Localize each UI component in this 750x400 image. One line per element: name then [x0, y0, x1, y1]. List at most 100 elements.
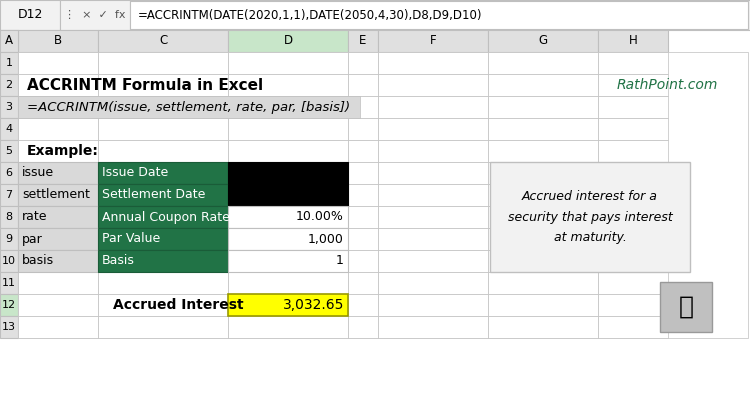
Bar: [98, 30, 228, 52]
Bar: [0, 316, 18, 338]
Bar: [598, 118, 668, 140]
Text: 7: 7: [5, 190, 13, 200]
Bar: [228, 316, 348, 338]
Bar: [488, 140, 598, 162]
Bar: [98, 294, 228, 316]
Bar: [598, 96, 668, 118]
Bar: [98, 184, 228, 206]
Bar: [348, 118, 378, 140]
Bar: [228, 118, 348, 140]
Bar: [228, 250, 348, 272]
Bar: [18, 74, 98, 96]
Bar: [0, 140, 18, 162]
Text: C: C: [159, 34, 167, 48]
Bar: [598, 316, 668, 338]
Bar: [378, 228, 488, 250]
Bar: [18, 294, 98, 316]
Bar: [348, 74, 378, 96]
Bar: [228, 184, 348, 206]
Bar: [488, 206, 598, 228]
Bar: [598, 228, 668, 250]
Bar: [348, 316, 378, 338]
Bar: [378, 272, 488, 294]
Text: settlement: settlement: [22, 188, 90, 202]
Bar: [488, 272, 598, 294]
Bar: [228, 294, 348, 316]
Bar: [0, 0, 750, 30]
Text: 10.00%: 10.00%: [296, 210, 344, 224]
Text: 2: 2: [5, 80, 13, 90]
Bar: [488, 118, 598, 140]
Bar: [378, 250, 488, 272]
Text: 👤: 👤: [679, 295, 694, 319]
Bar: [348, 184, 378, 206]
Bar: [598, 294, 668, 316]
Text: B: B: [54, 34, 62, 48]
Bar: [18, 184, 98, 206]
Text: par: par: [22, 232, 43, 246]
Bar: [98, 74, 228, 96]
Text: Issue Date: Issue Date: [102, 166, 168, 180]
Bar: [378, 118, 488, 140]
Bar: [488, 228, 598, 250]
Bar: [348, 250, 378, 272]
Bar: [488, 250, 598, 272]
Bar: [0, 30, 18, 52]
Bar: [598, 184, 668, 206]
Bar: [18, 140, 98, 162]
Bar: [378, 206, 488, 228]
Bar: [598, 140, 668, 162]
Bar: [488, 52, 598, 74]
Text: 6: 6: [5, 168, 13, 178]
Bar: [488, 74, 598, 96]
Bar: [598, 162, 668, 184]
Bar: [348, 206, 378, 228]
Bar: [598, 30, 668, 52]
Bar: [488, 30, 598, 52]
Bar: [348, 294, 378, 316]
Bar: [228, 162, 348, 184]
Text: D: D: [284, 34, 292, 48]
Bar: [228, 206, 348, 228]
Bar: [598, 52, 668, 74]
Bar: [348, 162, 378, 184]
Bar: [0, 184, 18, 206]
Text: E: E: [359, 34, 367, 48]
Bar: [98, 250, 228, 272]
Bar: [98, 250, 228, 272]
Bar: [0, 96, 18, 118]
Bar: [18, 162, 98, 184]
Bar: [0, 206, 18, 228]
Text: Settlement Date: Settlement Date: [102, 188, 206, 202]
Text: 4: 4: [5, 124, 13, 134]
Text: issue: issue: [22, 166, 54, 180]
Bar: [0, 228, 18, 250]
Bar: [18, 96, 360, 118]
Bar: [18, 250, 98, 272]
Bar: [98, 272, 228, 294]
Bar: [488, 184, 598, 206]
Text: 1,000: 1,000: [308, 232, 344, 246]
Bar: [228, 228, 348, 250]
Bar: [488, 294, 598, 316]
Bar: [598, 272, 668, 294]
Bar: [0, 250, 18, 272]
Bar: [228, 96, 348, 118]
Bar: [378, 30, 488, 52]
Text: F: F: [430, 34, 436, 48]
Text: G: G: [538, 34, 548, 48]
Bar: [18, 272, 98, 294]
Bar: [98, 140, 228, 162]
Bar: [228, 294, 348, 316]
Text: Annual Coupon Rate: Annual Coupon Rate: [102, 210, 230, 224]
Bar: [228, 206, 348, 228]
Bar: [98, 316, 228, 338]
Bar: [348, 52, 378, 74]
Bar: [0, 52, 18, 74]
Bar: [18, 206, 98, 228]
Bar: [18, 184, 98, 206]
Bar: [98, 162, 228, 184]
Bar: [378, 184, 488, 206]
Bar: [598, 74, 668, 96]
Text: Accrued Interest: Accrued Interest: [112, 298, 243, 312]
